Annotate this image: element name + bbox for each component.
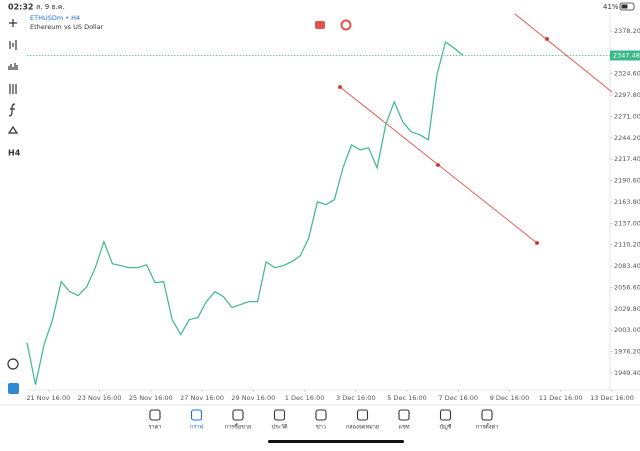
nav-icon[interactable] <box>315 409 327 421</box>
trendline-point[interactable] <box>337 84 343 90</box>
x-tick-label: 13 Dec 16:00 <box>590 394 634 402</box>
y-tick-label: 2056.60 <box>614 283 640 291</box>
y-tick-label: 2378.20 <box>614 27 640 35</box>
y-tick-label: 2137.00 <box>614 219 640 227</box>
trendline-point[interactable] <box>435 162 441 168</box>
y-tick-label: 1976.20 <box>614 348 640 356</box>
trendline-point[interactable] <box>544 36 550 42</box>
x-tick-label: 7 Dec 16:00 <box>438 394 478 402</box>
last-price-box <box>610 50 640 61</box>
crosshair-tool[interactable] <box>9 19 17 27</box>
x-tick-label: 21 Nov 16:00 <box>26 394 70 402</box>
trendline-point[interactable] <box>534 240 540 246</box>
indicator-tool[interactable] <box>9 84 17 94</box>
x-tick-label: 3 Dec 16:00 <box>336 394 376 402</box>
y-tick-label: 2029.80 <box>614 305 640 313</box>
last-price-label: 2347.48 <box>613 51 640 59</box>
y-tick-label: 2190.60 <box>614 177 640 185</box>
nav-icon[interactable] <box>398 409 410 421</box>
nav-icon[interactable] <box>190 409 203 421</box>
indicator-icon[interactable] <box>340 19 352 31</box>
trade-icon[interactable] <box>315 21 325 29</box>
battery-level <box>621 4 628 9</box>
y-tick-label: 1949.40 <box>614 369 640 377</box>
nav-icon[interactable] <box>232 409 244 421</box>
home-indicator <box>268 440 404 443</box>
volume-tool[interactable] <box>8 63 18 70</box>
object-tool[interactable] <box>7 125 19 134</box>
nav-icon[interactable] <box>273 409 286 421</box>
nav-label[interactable]: ข่าว <box>316 425 326 431</box>
nav-icon[interactable] <box>149 409 161 421</box>
x-tick-label: 25 Nov 16:00 <box>129 394 173 402</box>
y-tick-label: 2083.40 <box>614 262 640 270</box>
left-toolbar <box>7 19 19 370</box>
nav-label[interactable]: กราฟ <box>190 424 203 431</box>
nav-label[interactable]: บัญชี <box>440 424 452 431</box>
price-line <box>26 41 463 385</box>
status-date: ส. 9 ธ.ค. <box>36 3 65 11</box>
y-tick-label: 2003.00 <box>614 326 640 334</box>
symbol[interactable]: ETHUSDm • H4 <box>30 14 80 22</box>
status-time: 02:32 <box>8 3 33 12</box>
x-tick-label: 11 Dec 16:00 <box>539 394 583 402</box>
app-icon[interactable] <box>8 383 19 394</box>
battery-icon <box>619 2 635 11</box>
x-tick-label: 27 Nov 16:00 <box>180 394 224 402</box>
nav-icon[interactable] <box>439 409 452 421</box>
nav-label[interactable]: การซื้อขาย <box>225 423 251 431</box>
zoom-tool[interactable] <box>7 358 19 370</box>
nav-label[interactable]: กล่องจดหมาย <box>346 425 379 431</box>
function-tool[interactable] <box>8 103 16 117</box>
y-tick-label: 2244.20 <box>614 134 640 142</box>
y-tick-label: 2324.60 <box>614 70 640 78</box>
status-battery: 41% <box>603 3 619 11</box>
y-tick-label: 2297.80 <box>614 91 640 99</box>
trendlines <box>337 13 613 246</box>
y-tick-label: 2163.80 <box>614 198 640 206</box>
nav-icon[interactable] <box>481 409 493 421</box>
nav-label[interactable]: แชท <box>399 424 410 431</box>
y-tick-label: 2217.40 <box>614 155 640 163</box>
y-tick-label: 2271.00 <box>614 112 640 120</box>
x-tick-label: 23 Nov 16:00 <box>78 394 122 402</box>
chart-type-tool[interactable] <box>9 40 17 50</box>
x-tick-label: 1 Dec 16:00 <box>285 394 325 402</box>
timeframe[interactable]: H4 <box>8 149 21 158</box>
nav-label[interactable]: ประวัติ <box>271 424 287 431</box>
nav-label[interactable]: การตั้งค่า <box>476 423 498 431</box>
trendline[interactable] <box>514 13 613 93</box>
y-tick-label: 2110.20 <box>614 241 640 249</box>
x-tick-label: 5 Dec 16:00 <box>387 394 427 402</box>
x-tick-label: 9 Dec 16:00 <box>490 394 530 402</box>
nav-icon[interactable] <box>356 409 369 421</box>
x-tick-label: 29 Nov 16:00 <box>231 394 275 402</box>
nav-label[interactable]: ราคา <box>149 425 162 431</box>
symbol-description: Ethereum vs US Dollar <box>30 23 104 31</box>
